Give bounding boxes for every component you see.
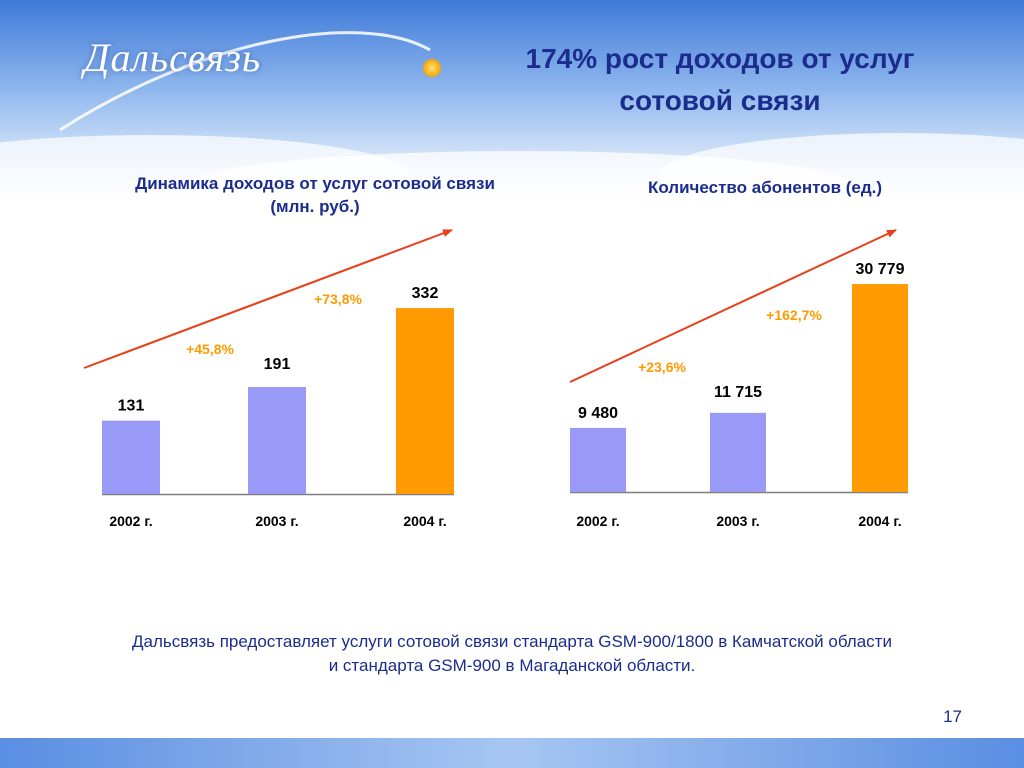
revenue-category-label-3: 2004 г. [403, 513, 446, 529]
page-title: 174% рост доходов от услуг сотовой связи [520, 38, 920, 122]
revenue-chart: 131 2002 г. 191 2003 г. 332 2004 г. +45,8% +73,… [83, 229, 454, 529]
revenue-bar-2 [248, 387, 306, 494]
subscribers-category-label-2: 2003 г. [716, 513, 759, 529]
revenue-value-label-3: 332 [412, 285, 439, 302]
revenue-bar-3 [396, 308, 454, 494]
subscribers-bar-2 [710, 412, 766, 492]
subscribers-chart-title: Количество абонентов (ед.) [580, 176, 950, 199]
subscribers-category-label-1: 2002 г. [576, 513, 619, 529]
subscribers-value-label-3: 30 779 [856, 261, 905, 278]
subscribers-growth-arrow [569, 229, 897, 383]
revenue-value-label-2: 191 [264, 356, 291, 373]
title-line-1: 174% рост доходов от услуг [525, 43, 915, 74]
subscribers-bar-1 [570, 427, 626, 492]
subscribers-growth-label-2: +162,7% [766, 307, 822, 323]
revenue-chart-title-line-1: Динамика доходов от услуг сотовой связи [135, 174, 495, 193]
revenue-growth-label-2: +73,8% [314, 291, 362, 307]
subscribers-value-label-2: 11 715 [714, 384, 762, 401]
revenue-growth-arrow [83, 229, 453, 369]
subscribers-value-label-1: 9 480 [578, 405, 618, 422]
revenue-value-label-1: 131 [118, 398, 145, 415]
title-line-2: сотовой связи [619, 85, 821, 116]
footer-line-1: Дальсвязь предоставляет услуги сотовой с… [132, 632, 892, 651]
revenue-chart-title-line-2: (млн. руб.) [270, 197, 360, 216]
revenue-growth-label-1: +45,8% [186, 341, 234, 357]
footer-text: Дальсвязь предоставляет услуги сотовой с… [40, 630, 984, 678]
subscribers-chart: 9 480 2002 г. 11 715 2003 г. 30 779 2004 г. +2… [569, 229, 908, 529]
subscribers-growth-label-1: +23,6% [638, 359, 686, 375]
company-logo: Дальсвязь [84, 35, 262, 80]
page-number: 17 [943, 707, 962, 726]
revenue-chart-title: Динамика доходов от услуг сотовой связи … [90, 172, 540, 218]
revenue-bar-1 [102, 420, 160, 494]
revenue-category-label-1: 2002 г. [109, 513, 152, 529]
footer-line-2: и стандарта GSM-900 в Магаданской област… [328, 656, 696, 675]
revenue-category-label-2: 2003 г. [255, 513, 298, 529]
subscribers-bar-3 [852, 284, 908, 492]
subscribers-chart-title-line-1: Количество абонентов (ед.) [647, 178, 883, 197]
subscribers-category-label-3: 2004 г. [858, 513, 901, 529]
